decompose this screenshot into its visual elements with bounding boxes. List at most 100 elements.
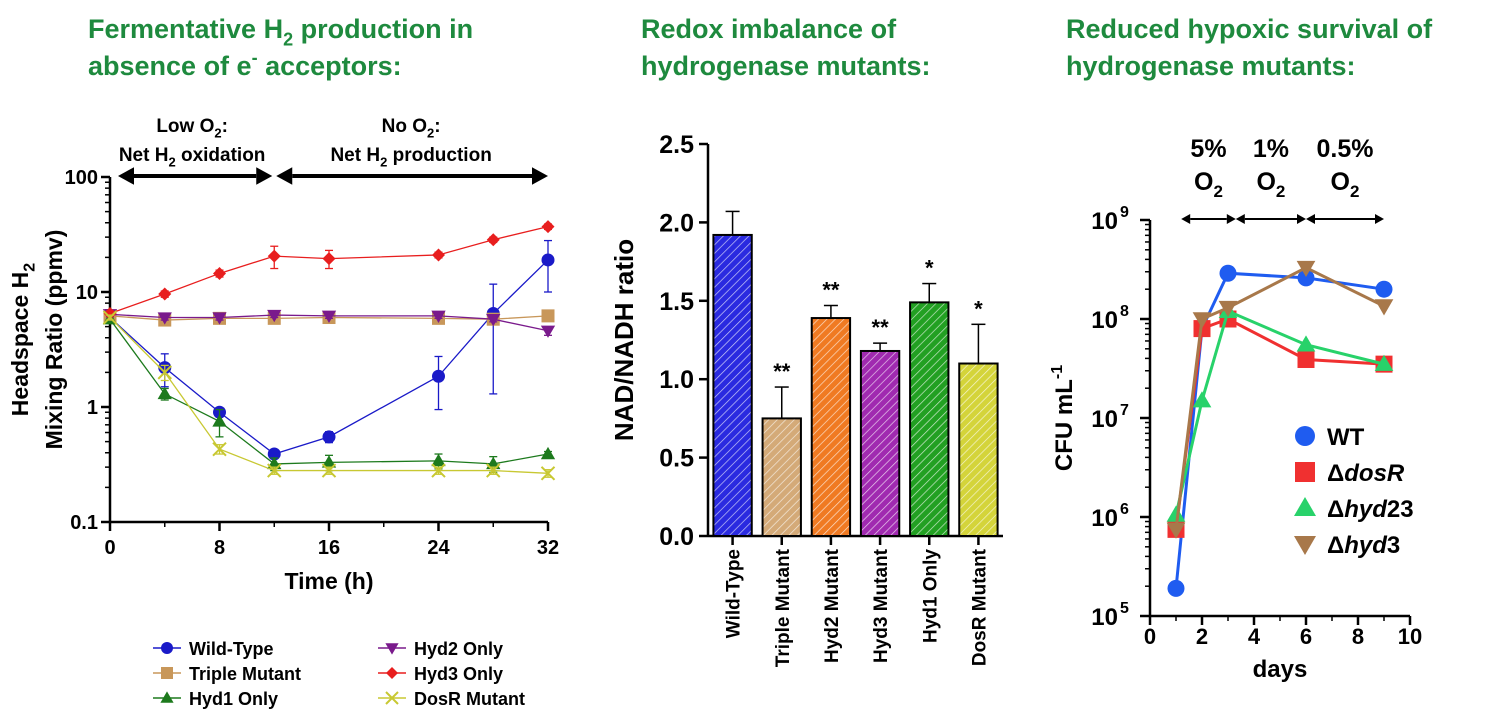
chart3-legend-label: Δhyd23 xyxy=(1327,496,1414,523)
chart1-data-point xyxy=(322,252,336,266)
chart3-legend-label: ΔdosR xyxy=(1327,460,1405,487)
chart1-legend-marker xyxy=(385,643,399,655)
chart2-bar xyxy=(810,317,852,537)
chart3-data-point xyxy=(1192,391,1212,408)
chart2-significance-label: * xyxy=(974,296,983,321)
chart1-legend-marker xyxy=(385,691,399,705)
chart1-series-line xyxy=(109,313,549,332)
chart1-series-dosr-mutant xyxy=(102,310,556,481)
chart2-title: hydrogenase mutants: xyxy=(641,51,931,81)
chart3-title: Reduced hypoxic survival of xyxy=(1066,14,1433,44)
chart1-data-point xyxy=(432,369,445,383)
chart3-legend-marker xyxy=(1294,536,1316,555)
chart2-significance-label: ** xyxy=(872,315,890,340)
chart3-data-point xyxy=(1166,505,1186,522)
chart1-data-point xyxy=(486,463,501,478)
chart3-y-tick-label: 10 xyxy=(1091,604,1118,631)
chart3-y-axis-label: CFU mL-​1​ xyxy=(1049,365,1078,471)
chart1-series-line xyxy=(109,259,549,455)
chart1-data-point xyxy=(486,314,501,327)
chart2-y-tick-label: 1.0 xyxy=(659,366,694,394)
chart1-arrow-no-o2-head-right xyxy=(532,167,548,185)
chart1-legend-marker xyxy=(386,667,398,679)
chart2-y-tick-label: 1.5 xyxy=(659,288,694,316)
chart2-x-tick-label: Wild-Type xyxy=(724,549,745,638)
chart1-data-point xyxy=(540,325,556,338)
chart3-x-tick-label: 2 xyxy=(1196,624,1208,649)
chart3-arrow-o2-2-head-left xyxy=(1306,214,1315,224)
chart2-x-tick-label: Hyd3 Mutant xyxy=(871,548,892,663)
chart3-y-tick-exponent: 6 xyxy=(1120,501,1129,518)
chart2-bar xyxy=(958,362,999,537)
chart2-significance-label: * xyxy=(925,256,934,281)
chart3-annotation: O2​ xyxy=(1194,168,1223,201)
chart3-x-tick-label: 0 xyxy=(1144,624,1156,649)
chart1-data-point xyxy=(321,463,337,478)
chart1-annotation: Net H2​ oxidation xyxy=(119,145,266,169)
chart3-y-tick-label: 10 xyxy=(1091,406,1118,433)
chart1-annotation: Low O2​: xyxy=(156,116,228,140)
chart1-title: Fermentative H2​ production in xyxy=(88,14,473,50)
chart1-data-point xyxy=(267,447,281,461)
chart1-data-point xyxy=(212,414,227,427)
chart1-series-line xyxy=(109,226,549,315)
chart2-x-tick-label: DosR Mutant xyxy=(969,548,990,666)
chart1-data-point xyxy=(541,253,555,267)
chart3-data-point xyxy=(1297,269,1315,287)
chart1-data-point xyxy=(432,248,445,262)
chart3-legend-marker xyxy=(1295,462,1315,482)
chart1-series-line xyxy=(109,318,549,465)
chart1-legend-label: Triple Mutant xyxy=(189,664,301,684)
chart1-legend-label: Wild-Type xyxy=(189,639,274,659)
chart1-data-point xyxy=(212,441,227,457)
chart3-y-tick-label: 10 xyxy=(1091,505,1118,532)
chart3-legend: WT ΔdosR Δhyd23 Δhyd3 xyxy=(1294,424,1414,559)
chart1-data-point xyxy=(431,463,446,478)
chart1-legend-label: DosR Mutant xyxy=(414,689,525,709)
chart1-data-point xyxy=(322,430,336,444)
chart1-arrow-low-o2-head-left xyxy=(118,167,134,185)
chart3-series-line xyxy=(1174,265,1385,530)
chart1-y-tick-label: 10 xyxy=(76,282,98,304)
chart1-annotation: No O2​: xyxy=(382,116,441,140)
chart3-arrow-o2-2-head-right xyxy=(1375,214,1384,224)
chart1-data-point xyxy=(541,220,555,234)
chart3-series-3 xyxy=(1166,260,1394,539)
chart2-y-tick-label: 2.0 xyxy=(659,209,694,237)
chart1-x-tick-label: 16 xyxy=(318,537,340,559)
chart1-data-point xyxy=(321,455,337,468)
chart3-x-tick-label: 6 xyxy=(1300,624,1312,649)
chart2-bar xyxy=(859,349,901,538)
chart3-y-tick-label: 10 xyxy=(1091,208,1118,235)
chart2-significance-label: ** xyxy=(773,359,791,384)
chart3-legend-label: Δhyd3 xyxy=(1327,532,1400,559)
chart3-y-tick-label: 10 xyxy=(1091,307,1118,334)
chart3-data-point xyxy=(1374,354,1394,371)
chart1-data-point xyxy=(486,233,500,247)
chart1-legend: Wild-Type Triple Mutant Hyd1 Only Hyd2 Only… xyxy=(153,639,525,709)
chart3-data-point xyxy=(1219,264,1237,282)
chart2-bar xyxy=(909,301,950,538)
chart1-y-tick-label: 1 xyxy=(87,397,98,419)
chart1-y-tick-label: 0.1 xyxy=(70,512,98,534)
chart1-legend-label: Hyd3 Only xyxy=(414,664,503,684)
chart1-data-point xyxy=(540,446,556,460)
chart1-series-line xyxy=(109,317,549,474)
chart1-data-point xyxy=(540,466,556,481)
chart1-data-point xyxy=(267,249,281,263)
chart1-arrow-no-o2-head-left xyxy=(276,167,293,185)
chart1-data-point xyxy=(213,266,226,280)
chart2-y-tick-label: 2.5 xyxy=(659,131,694,159)
chart1-arrow-low-o2-head-right xyxy=(256,167,273,185)
chart1-legend-marker xyxy=(161,667,173,679)
chart1-x-axis-label: Time (h) xyxy=(284,568,373,594)
chart3-data-point xyxy=(1166,522,1186,539)
chart1-data-point xyxy=(541,309,555,323)
chart3-x-axis-label: days xyxy=(1253,656,1308,683)
chart1-y-tick-label: 100 xyxy=(65,167,98,189)
chart2-bar xyxy=(761,417,802,537)
chart1-data-point xyxy=(212,312,227,325)
chart1-legend-marker xyxy=(160,691,174,703)
chart3-data-point xyxy=(1218,300,1238,318)
